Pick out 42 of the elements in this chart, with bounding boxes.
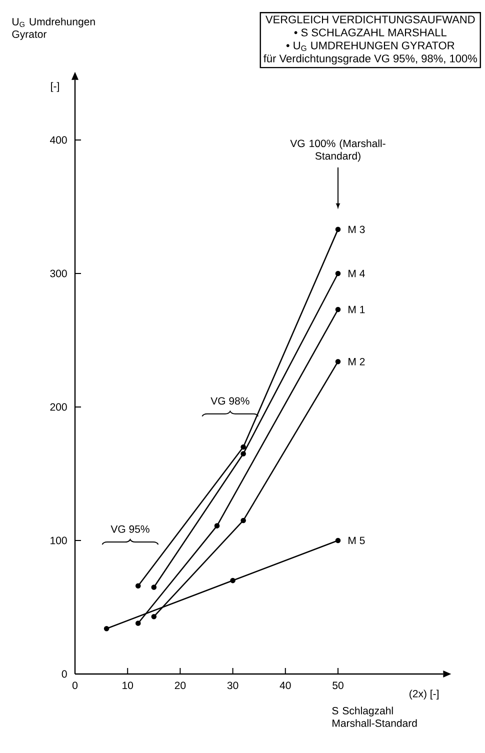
series-label: M 1 xyxy=(348,306,365,314)
point xyxy=(335,358,341,364)
y-tick-label: 100 xyxy=(50,536,67,544)
series-label: M 5 xyxy=(348,536,365,544)
x-tick-label: 0 xyxy=(72,682,78,690)
x-tick-label: 50 xyxy=(332,682,344,690)
point xyxy=(135,620,141,626)
point xyxy=(230,578,236,584)
point xyxy=(104,626,110,632)
point xyxy=(335,270,341,276)
point xyxy=(151,614,157,620)
point xyxy=(240,518,246,524)
y-tick-label: 300 xyxy=(50,270,67,278)
x-tick-label: 10 xyxy=(122,682,134,690)
point xyxy=(135,583,141,589)
point xyxy=(214,523,220,528)
series-label: M 4 xyxy=(348,270,365,278)
point xyxy=(335,226,341,232)
point xyxy=(335,306,341,312)
y-tick-label: 200 xyxy=(50,403,67,411)
annotation: VG 95% xyxy=(110,525,150,533)
point xyxy=(240,444,246,450)
point xyxy=(240,451,246,456)
x-axis-title: S Schlagzahl Marshall-Standard xyxy=(332,706,417,727)
x-tick-label: 40 xyxy=(280,682,291,690)
series-label: M 3 xyxy=(348,226,365,234)
chart-title: VERGLEICH VERDICHTUNGSAUFWAND xyxy=(266,16,475,24)
y-axis-title: U$_{G}$ Umdrehungen Gyrator xyxy=(12,18,95,40)
point xyxy=(151,584,157,590)
point xyxy=(335,538,341,544)
x-tick-label: 20 xyxy=(174,682,186,690)
text: • S SCHLAGZAHL MARSHALL xyxy=(294,28,447,36)
y-tick-label: 0 xyxy=(62,670,67,678)
annotation: VG 100% (Marshall-Standard) xyxy=(290,139,386,162)
y-tick-label: 400 xyxy=(50,136,67,144)
series-label: M 2 xyxy=(348,358,365,366)
x-tick-label: 30 xyxy=(227,682,238,690)
text: (2x) [-] xyxy=(410,690,438,700)
text: [-] xyxy=(51,82,59,92)
text: für Verdichtungsgrade VG 95%, 98%, 100% xyxy=(264,54,477,65)
text: • U$_{G}$ UMDREHUNGEN GYRATOR xyxy=(286,42,454,51)
annotation: VG 98% xyxy=(210,397,250,405)
